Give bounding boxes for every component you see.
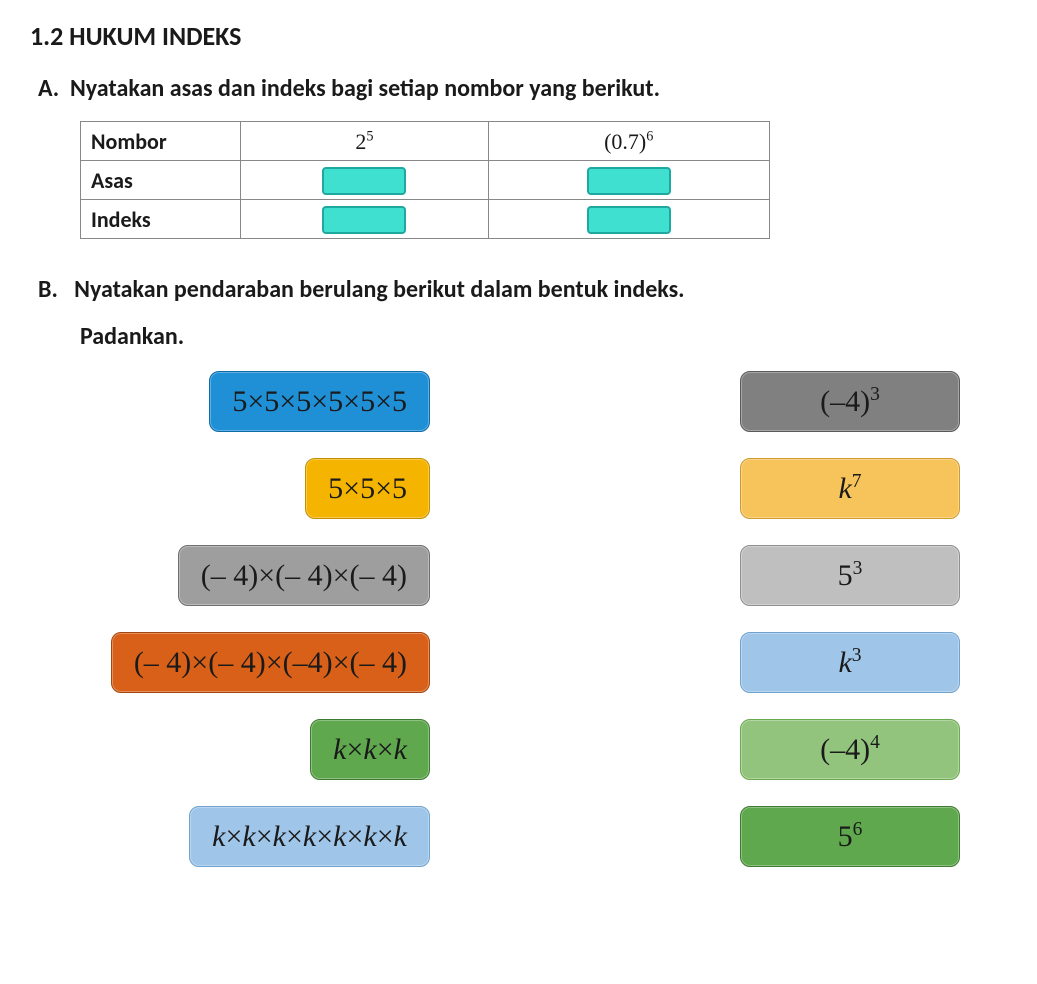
row-header-nombor: Nombor <box>81 122 241 161</box>
answer-slot[interactable] <box>587 167 671 195</box>
section-b-sub: Padankan. <box>80 322 1007 351</box>
table-row: Asas <box>81 161 770 200</box>
match-right-col: k3 <box>740 632 975 693</box>
match-right-tile[interactable]: k7 <box>740 458 960 519</box>
match-left-tile[interactable]: k×k×k×k×k×k×k <box>189 806 430 867</box>
match-left-col: 5×5×5 <box>0 458 430 519</box>
match-row: (– 4)×(– 4)×(–4)×(– 4) k3 <box>0 632 1007 693</box>
cell-asas-2[interactable] <box>488 161 769 200</box>
section-b-prompt: B. Nyatakan pendaraban berulang berikut … <box>38 275 1007 304</box>
match-row: 5×5×5×5×5×5 (–4)3 <box>0 371 1007 432</box>
answer-slot[interactable] <box>587 206 671 234</box>
match-right-tile[interactable]: 53 <box>740 545 960 606</box>
match-row: (– 4)×(– 4)×(– 4) 53 <box>0 545 1007 606</box>
cell-indeks-2[interactable] <box>488 200 769 239</box>
match-left-tile[interactable]: 5×5×5×5×5×5 <box>209 371 430 432</box>
matching-area: 5×5×5×5×5×5 (–4)3 5×5×5 k7 (– 4)×(– 4)×(– 4)… <box>0 371 1007 867</box>
match-left-tile[interactable]: (– 4)×(– 4)×(–4)×(– 4) <box>111 632 430 693</box>
cell-asas-1[interactable] <box>241 161 488 200</box>
match-right-col: 56 <box>740 806 975 867</box>
num-exp-1: 5 <box>366 128 373 144</box>
table-row: Indeks <box>81 200 770 239</box>
table-asas-indeks: Nombor 25 (0.7)6 Asas Indeks <box>80 121 770 239</box>
match-right-tile[interactable]: 56 <box>740 806 960 867</box>
page-title: 1.2 HUKUM INDEKS <box>30 20 1007 52</box>
table-row: Nombor 25 (0.7)6 <box>81 122 770 161</box>
row-header-asas: Asas <box>81 161 241 200</box>
match-row: k×k×k (–4)4 <box>0 719 1007 780</box>
num-base-2: (0.7) <box>604 129 646 154</box>
match-right-col: (–4)4 <box>740 719 975 780</box>
match-row: 5×5×5 k7 <box>0 458 1007 519</box>
cell-nombor-2: (0.7)6 <box>488 122 769 161</box>
cell-nombor-1: 25 <box>241 122 488 161</box>
match-right-tile[interactable]: (–4)3 <box>740 371 960 432</box>
match-right-col: k7 <box>740 458 975 519</box>
match-right-col: (–4)3 <box>740 371 975 432</box>
num-exp-2: 6 <box>646 128 653 144</box>
match-left-tile[interactable]: k×k×k <box>310 719 430 780</box>
cell-indeks-1[interactable] <box>241 200 488 239</box>
match-left-col: k×k×k <box>0 719 430 780</box>
match-left-col: (– 4)×(– 4)×(–4)×(– 4) <box>0 632 430 693</box>
match-right-col: 53 <box>740 545 975 606</box>
match-left-col: k×k×k×k×k×k×k <box>0 806 430 867</box>
section-a-prompt: A. Nyatakan asas dan indeks bagi setiap … <box>38 74 1007 103</box>
match-left-tile[interactable]: 5×5×5 <box>305 458 430 519</box>
match-row: k×k×k×k×k×k×k 56 <box>0 806 1007 867</box>
answer-slot[interactable] <box>322 206 406 234</box>
match-left-col: (– 4)×(– 4)×(– 4) <box>0 545 430 606</box>
match-left-tile[interactable]: (– 4)×(– 4)×(– 4) <box>178 545 430 606</box>
answer-slot[interactable] <box>322 167 406 195</box>
match-right-tile[interactable]: (–4)4 <box>740 719 960 780</box>
row-header-indeks: Indeks <box>81 200 241 239</box>
match-left-col: 5×5×5×5×5×5 <box>0 371 430 432</box>
num-base-1: 2 <box>355 129 366 154</box>
worksheet-page: 1.2 HUKUM INDEKS A. Nyatakan asas dan in… <box>0 0 1037 933</box>
match-right-tile[interactable]: k3 <box>740 632 960 693</box>
